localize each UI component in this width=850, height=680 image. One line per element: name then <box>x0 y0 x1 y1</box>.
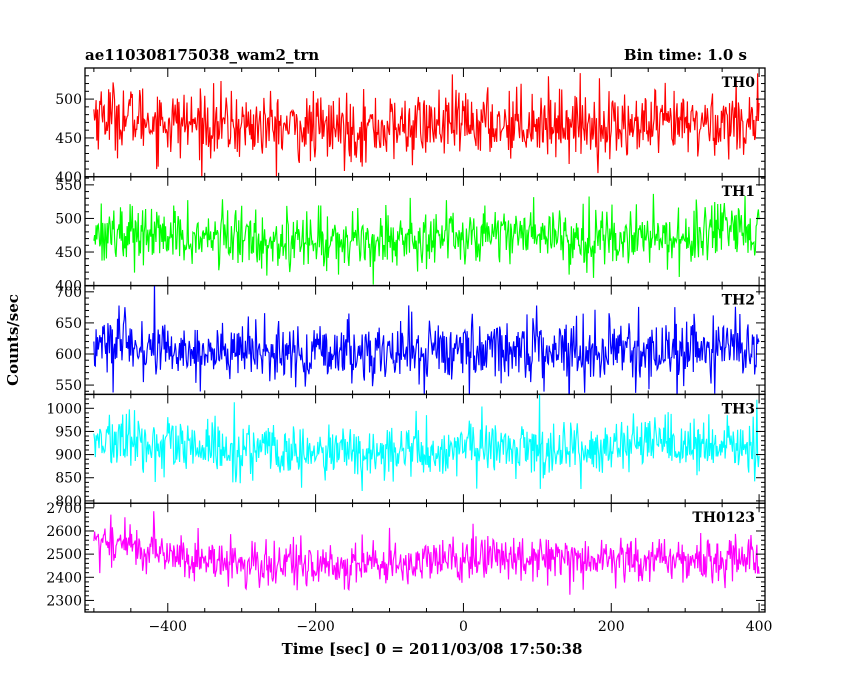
panel-label-th1: TH1 <box>722 184 755 200</box>
panel-label-th2: TH2 <box>722 293 755 309</box>
series-th2-line <box>93 285 760 395</box>
ytick-label: 2600 <box>46 524 82 540</box>
xtick-label: −200 <box>296 619 334 635</box>
ytick-label: 550 <box>55 378 82 394</box>
panel-th3: 800 850 900 950 1000 TH3 <box>46 393 766 510</box>
ytick-label: 2700 <box>46 501 82 517</box>
panel-th1: 400 450 500 550 TH1 <box>55 176 766 295</box>
chart-subtitle: Bin time: 1.0 s <box>624 46 747 64</box>
panel-label-th0123: TH0123 <box>692 510 755 526</box>
xtick-label: 200 <box>598 619 625 635</box>
ytick-label: 550 <box>55 178 82 194</box>
series-th1-line <box>93 193 760 285</box>
ytick-label: 700 <box>55 285 82 301</box>
panels-group: 400 450 500 TH0 400 450 500 550 TH1 550 600 650 700 T… <box>46 67 773 635</box>
x-axis-label: Time [sec] 0 = 2011/03/08 17:50:38 <box>282 640 583 658</box>
ytick-label: 800 <box>55 494 82 510</box>
panel-th0123: 2300 2400 2500 2600 2700 TH0123 <box>46 501 766 613</box>
series-th3-line <box>93 394 760 491</box>
xtick-label: 400 <box>746 619 773 635</box>
ytick-label: 450 <box>55 131 82 147</box>
y-axis-label: Counts/sec <box>4 294 22 386</box>
ytick-label: 500 <box>55 92 82 108</box>
panel-label-th3: TH3 <box>722 401 755 417</box>
panel-frame-th0123 <box>84 502 766 613</box>
ytick-label: 450 <box>55 245 82 261</box>
chart-title: ae110308175038_wam2_trn <box>85 46 319 64</box>
xtick-label: 0 <box>459 619 468 635</box>
series-th0123-line <box>93 511 760 595</box>
panel-label-th0: TH0 <box>722 75 756 91</box>
ytick-label: 2500 <box>46 547 82 563</box>
xtick-label: −400 <box>149 619 187 635</box>
ytick-label: 650 <box>55 316 82 332</box>
ytick-label: 950 <box>55 424 82 440</box>
ytick-label: 2400 <box>46 570 82 586</box>
ytick-label: 2300 <box>46 593 82 609</box>
ytick-label: 500 <box>55 211 82 227</box>
ytick-label: 400 <box>55 279 82 295</box>
ytick-label: 600 <box>55 347 82 363</box>
panel-th2: 550 600 650 700 TH2 <box>55 285 766 396</box>
ytick-label: 400 <box>55 170 82 186</box>
panel-th0: 400 450 500 TH0 <box>55 67 766 186</box>
series-th0-line <box>93 73 760 177</box>
ytick-label: 1000 <box>46 401 82 417</box>
ytick-label: 900 <box>55 448 82 464</box>
ytick-label: 850 <box>55 471 82 487</box>
